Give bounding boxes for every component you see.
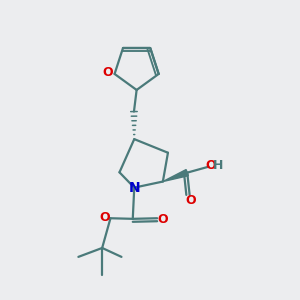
Text: O: O xyxy=(103,66,113,79)
Text: O: O xyxy=(205,159,216,172)
Text: H: H xyxy=(213,159,223,172)
Text: O: O xyxy=(157,213,168,226)
Text: N: N xyxy=(128,181,140,195)
Text: O: O xyxy=(100,211,110,224)
Text: O: O xyxy=(185,194,196,207)
Polygon shape xyxy=(163,169,188,181)
